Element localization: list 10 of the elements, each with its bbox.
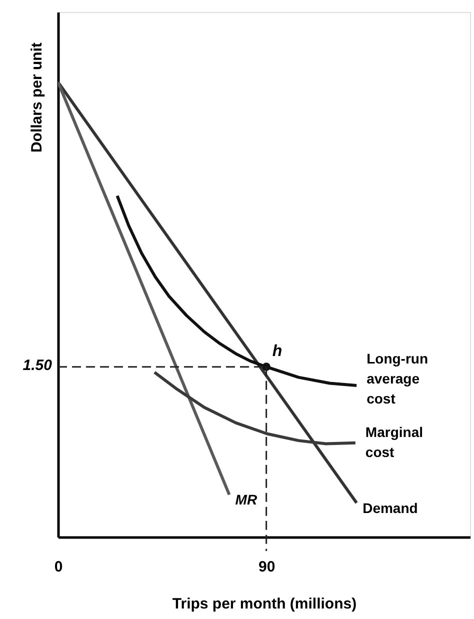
series-label: MR — [235, 492, 258, 508]
x-tick-label: 90 — [258, 558, 276, 576]
series-label: Demand — [362, 500, 418, 516]
annotation: h — [272, 342, 282, 360]
x-axis-title: Trips per month (millions) — [172, 596, 357, 612]
text: 1.50 — [22, 356, 53, 374]
x-tick-label: 0 — [54, 558, 63, 576]
series-label: Marginal cost — [365, 424, 424, 460]
series-label: Long-run average cost — [366, 350, 428, 407]
y-axis-title: Dollars per unit — [28, 42, 46, 153]
